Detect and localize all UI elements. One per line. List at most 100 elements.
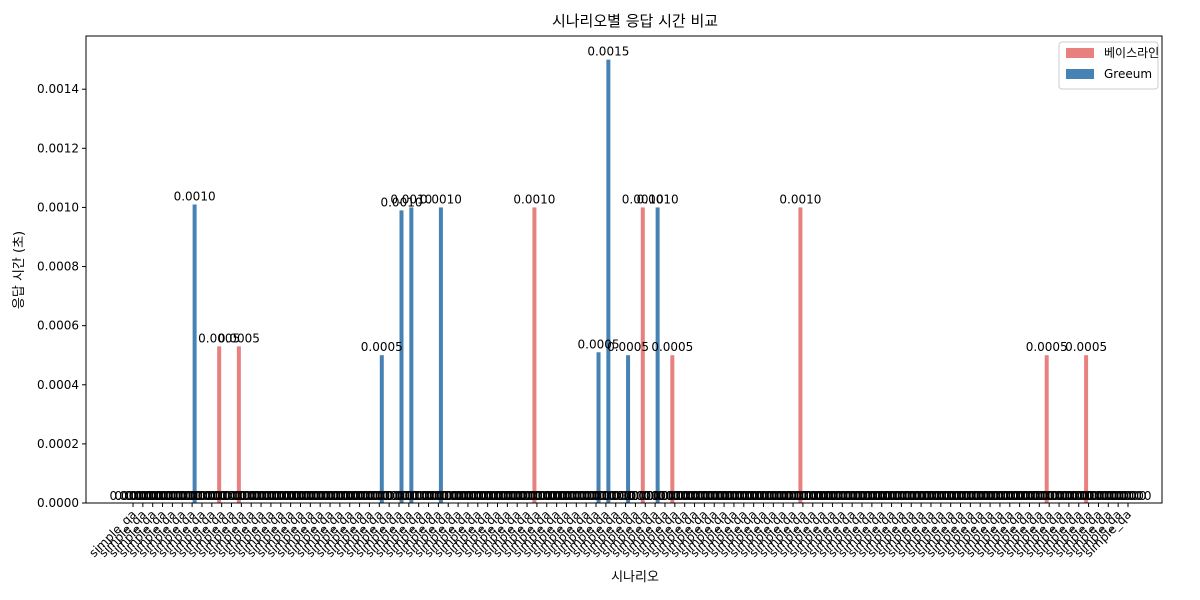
bar-zero-label: 0.0000 bbox=[1031, 489, 1073, 503]
bar-greeum bbox=[399, 210, 404, 503]
bar-zero-label: 0.0000 bbox=[617, 489, 659, 503]
bar-zero-label: 0.0000 bbox=[991, 489, 1033, 503]
bar-zero-label: 0.0000 bbox=[1085, 489, 1127, 503]
bar-zero-label: 0.0000 bbox=[720, 489, 762, 503]
bar-zero-label: 0.0000 bbox=[573, 489, 615, 503]
bar-zero-label: 0.0000 bbox=[952, 489, 994, 503]
bar-zero-label: 0.0000 bbox=[715, 489, 757, 503]
bar-zero-label: 0.0000 bbox=[144, 489, 186, 503]
legend-swatch-greeum bbox=[1066, 69, 1094, 79]
bar-zero-label: 0.0000 bbox=[710, 489, 752, 503]
bar-zero-label: 0.0000 bbox=[912, 489, 954, 503]
bar-zero-label: 0.0000 bbox=[696, 489, 738, 503]
bar-zero-label: 0.0000 bbox=[193, 489, 235, 503]
bars-layer bbox=[192, 59, 1089, 504]
bar-zero-label: 0.0000 bbox=[277, 489, 319, 503]
bar-zero-label: 0.0000 bbox=[883, 489, 925, 503]
bar-zero-label: 0.0000 bbox=[686, 489, 728, 503]
bar-zero-label: 0.0000 bbox=[213, 489, 255, 503]
bar-zero-label: 0.0000 bbox=[430, 489, 472, 503]
bar-zero-label: 0.0000 bbox=[819, 489, 861, 503]
bar-zero-label: 0.0000 bbox=[1050, 489, 1092, 503]
bar-zero-label: 0.0000 bbox=[316, 489, 358, 503]
bar-zero-label: 0.0000 bbox=[1006, 489, 1048, 503]
bar-zero-label: 0.0000 bbox=[878, 489, 920, 503]
bar-greeum bbox=[596, 352, 601, 503]
bar-zero-label: 0.0000 bbox=[814, 489, 856, 503]
bar-zero-label: 0.0000 bbox=[1011, 489, 1053, 503]
bar-zero-label: 0.0000 bbox=[149, 489, 191, 503]
bar-zero-label: 0.0000 bbox=[760, 489, 802, 503]
bar-zero-label: 0.0000 bbox=[341, 489, 383, 503]
y-tick-label: 0.0008 bbox=[37, 260, 79, 274]
bar-greeum bbox=[655, 207, 660, 504]
bar-zero-label: 0.0000 bbox=[479, 489, 521, 503]
y-tick-label: 0.0002 bbox=[37, 437, 79, 451]
bar-zero-label: 0.0000 bbox=[691, 489, 733, 503]
bar-zero-label: 0.0000 bbox=[139, 489, 181, 503]
bar-value-label: 0.0010 bbox=[779, 192, 821, 206]
bar-zero-label: 0.0000 bbox=[129, 489, 171, 503]
bar-zero-label: 0.0000 bbox=[415, 489, 457, 503]
bar-zero-label: 0.0000 bbox=[1090, 489, 1132, 503]
bar-value-label: 0.0005 bbox=[198, 331, 240, 345]
bar-zero-label: 0.0000 bbox=[1070, 489, 1112, 503]
bar-zero-label: 0.0000 bbox=[385, 489, 427, 503]
bar-zero-label: 0.0000 bbox=[1095, 489, 1137, 503]
bar-zero-label: 0.0000 bbox=[829, 489, 871, 503]
bar-zero-label: 0.0000 bbox=[499, 489, 541, 503]
bar-zero-label: 0.0000 bbox=[706, 489, 748, 503]
bar-zero-label: 0.0000 bbox=[789, 489, 831, 503]
bar-value-label: 0.0010 bbox=[637, 192, 679, 206]
bar-zero-label: 0.0000 bbox=[671, 489, 713, 503]
bar-zero-label: 0.0000 bbox=[957, 489, 999, 503]
bar-zero-label: 0.0000 bbox=[159, 489, 201, 503]
bar-baseline bbox=[640, 207, 645, 504]
bar-baseline bbox=[236, 346, 241, 503]
bar-zero-label: 0.0000 bbox=[942, 489, 984, 503]
bar-baseline bbox=[670, 355, 675, 503]
bar-zero-label: 0.0000 bbox=[504, 489, 546, 503]
bar-zero-label: 0.0000 bbox=[563, 489, 605, 503]
bar-zero-label: 0.0000 bbox=[794, 489, 836, 503]
bar-zero-label: 0.0000 bbox=[666, 489, 708, 503]
bar-zero-label: 0.0000 bbox=[893, 489, 935, 503]
bar-zero-label: 0.0000 bbox=[1060, 489, 1102, 503]
x-axis: simple_qasimple_qasimple_qasimple_qasimp… bbox=[86, 503, 1134, 560]
bar-zero-label: 0.0000 bbox=[528, 489, 570, 503]
bar-zero-label: 0.0000 bbox=[730, 489, 772, 503]
bar-zero-label: 0.0000 bbox=[302, 489, 344, 503]
bar-baseline bbox=[217, 346, 222, 503]
bar-zero-label: 0.0000 bbox=[228, 489, 270, 503]
y-tick-label: 0.0014 bbox=[37, 82, 79, 96]
bar-zero-label: 0.0000 bbox=[233, 489, 275, 503]
bar-zero-label: 0.0000 bbox=[119, 489, 161, 503]
bar-zero-label: 0.0000 bbox=[454, 489, 496, 503]
bar-zero-label: 0.0000 bbox=[770, 489, 812, 503]
bar-zero-label: 0.0000 bbox=[1036, 489, 1078, 503]
bar-zero-label: 0.0000 bbox=[1075, 489, 1117, 503]
bar-greeum bbox=[379, 355, 384, 503]
bar-value-label: 0.0010 bbox=[390, 192, 432, 206]
bar-zero-label: 0.0000 bbox=[553, 489, 595, 503]
bar-zero-label: 0.0000 bbox=[533, 489, 575, 503]
y-tick-label: 0.0010 bbox=[37, 200, 79, 214]
bar-zero-label: 0.0000 bbox=[366, 489, 408, 503]
bar-zero-label: 0.0000 bbox=[543, 489, 585, 503]
bar-zero-label: 0.0000 bbox=[509, 489, 551, 503]
bar-zero-label: 0.0000 bbox=[907, 489, 949, 503]
bar-value-label: 0.0005 bbox=[218, 331, 260, 345]
bar-zero-label: 0.0000 bbox=[223, 489, 265, 503]
bar-zero-label: 0.0000 bbox=[755, 489, 797, 503]
bar-zero-label: 0.0000 bbox=[208, 489, 250, 503]
bar-greeum bbox=[606, 59, 611, 503]
bar-value-label: 0.0005 bbox=[578, 337, 620, 351]
bar-zero-label: 0.0000 bbox=[164, 489, 206, 503]
bar-zero-label: 0.0000 bbox=[602, 489, 644, 503]
bar-zero-label: 0.0000 bbox=[858, 489, 900, 503]
bar-value-label: 0.0005 bbox=[607, 340, 649, 354]
bar-zero-label: 0.0000 bbox=[612, 489, 654, 503]
bar-value-label: 0.0005 bbox=[361, 340, 403, 354]
bar-zero-label: 0.0000 bbox=[873, 489, 915, 503]
